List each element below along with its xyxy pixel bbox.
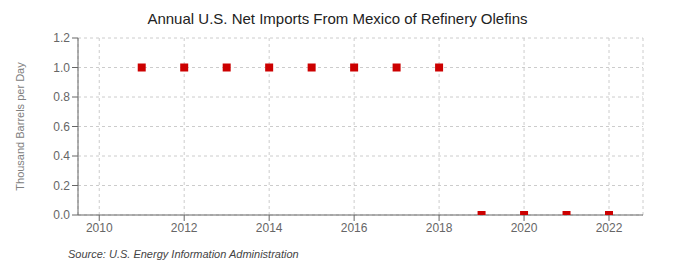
svg-text:2012: 2012: [171, 221, 198, 235]
svg-text:2022: 2022: [596, 221, 623, 235]
svg-text:1.2: 1.2: [53, 31, 70, 45]
svg-text:2010: 2010: [86, 221, 113, 235]
svg-text:2014: 2014: [256, 221, 283, 235]
html-text:Source: U.S. Energy Informatio: Source: U.S. Energy Information Administ…: [68, 248, 299, 260]
svg-text:2020: 2020: [511, 221, 538, 235]
svg-text:0.8: 0.8: [53, 90, 70, 104]
svg-text:0.4: 0.4: [53, 149, 70, 163]
svg-text:2018: 2018: [426, 221, 453, 235]
svg-text:2016: 2016: [341, 221, 368, 235]
svg-text:1.0: 1.0: [53, 61, 70, 75]
svg-text:Thousand Barrels per Day: Thousand Barrels per Day: [14, 62, 26, 191]
svg-text:0.0: 0.0: [53, 208, 70, 222]
html-text:Annual U.S. Net Imports From M: Annual U.S. Net Imports From Mexico of R…: [147, 10, 528, 27]
svg-text:0.2: 0.2: [53, 179, 70, 193]
svg-text:0.6: 0.6: [53, 120, 70, 134]
